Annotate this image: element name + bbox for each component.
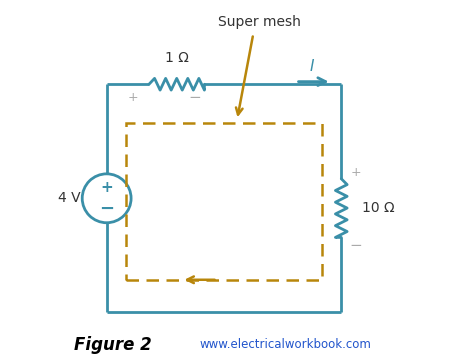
Text: +: + — [351, 166, 361, 179]
Text: Super mesh: Super mesh — [219, 15, 301, 29]
Text: −: − — [99, 200, 114, 218]
Bar — [126, 123, 322, 280]
Text: +: + — [128, 91, 138, 104]
Text: −: − — [188, 90, 201, 105]
Text: −: − — [349, 238, 362, 253]
Text: $I$: $I$ — [309, 58, 315, 74]
Text: www.electricalworkbook.com: www.electricalworkbook.com — [200, 339, 372, 351]
Text: 1 Ω: 1 Ω — [165, 51, 189, 65]
Text: 4 V: 4 V — [58, 191, 81, 205]
Text: +: + — [100, 181, 113, 195]
Text: 10 Ω: 10 Ω — [363, 201, 395, 215]
Text: Figure 2: Figure 2 — [74, 336, 152, 354]
